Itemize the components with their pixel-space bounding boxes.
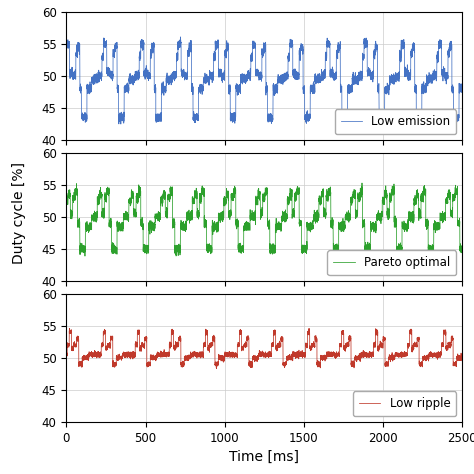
- Low emission: [459, 81, 465, 87]
- Low ripple: [306, 326, 312, 331]
- Line: Pareto optimal: Pareto optimal: [66, 183, 462, 256]
- Pareto optimal: [83, 223, 89, 228]
- Pareto optimal: [64, 200, 69, 205]
- Low emission: [178, 34, 183, 40]
- Line: Low emission: Low emission: [66, 37, 462, 125]
- Legend: Low emission: Low emission: [335, 109, 456, 134]
- Text: Duty cycle [%]: Duty cycle [%]: [12, 162, 26, 264]
- Pareto optimal: [298, 221, 303, 227]
- Low ripple: [378, 343, 384, 348]
- Low ripple: [459, 356, 465, 361]
- Low emission: [378, 119, 384, 125]
- Pareto optimal: [359, 180, 365, 186]
- Legend: Low ripple: Low ripple: [353, 391, 456, 416]
- Line: Low ripple: Low ripple: [66, 328, 462, 369]
- Legend: Pareto optimal: Pareto optimal: [328, 250, 456, 275]
- Low emission: [207, 69, 212, 75]
- X-axis label: Time [ms]: Time [ms]: [229, 450, 299, 464]
- Low emission: [315, 79, 321, 84]
- Low emission: [417, 122, 422, 128]
- Low ripple: [83, 353, 89, 358]
- Low ripple: [298, 352, 303, 357]
- Low emission: [357, 75, 363, 81]
- Low ripple: [64, 351, 69, 357]
- Pareto optimal: [378, 214, 384, 220]
- Pareto optimal: [207, 247, 212, 253]
- Low ripple: [214, 366, 219, 372]
- Low emission: [83, 115, 89, 120]
- Pareto optimal: [357, 195, 363, 201]
- Low ripple: [315, 360, 321, 366]
- Pareto optimal: [82, 253, 88, 259]
- Low emission: [298, 50, 303, 55]
- Pareto optimal: [315, 215, 321, 220]
- Pareto optimal: [459, 245, 465, 251]
- Low ripple: [207, 342, 212, 348]
- Low ripple: [357, 355, 363, 361]
- Low emission: [64, 40, 69, 46]
